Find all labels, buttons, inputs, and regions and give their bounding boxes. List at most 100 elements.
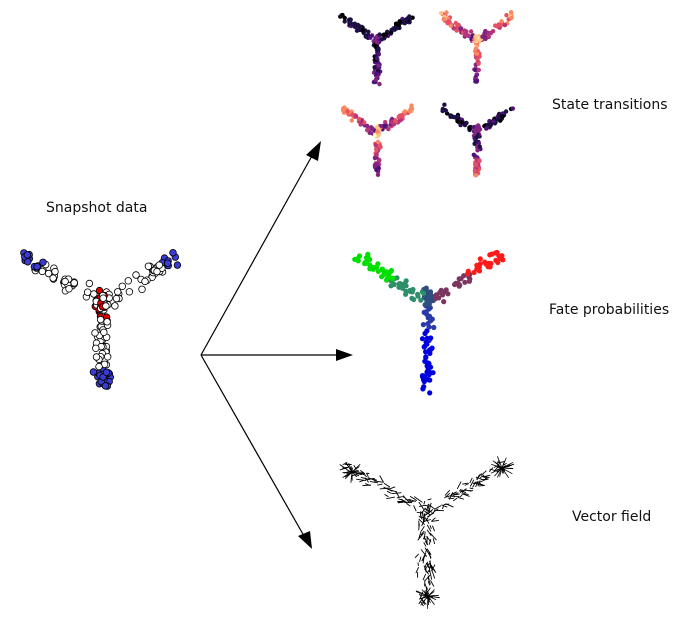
- vector-field-plot: [340, 456, 514, 609]
- transition-point: [404, 18, 408, 22]
- snapshot-point: [84, 289, 91, 296]
- fate-point: [425, 363, 430, 368]
- snapshot-point: [50, 275, 57, 282]
- vector-field-label: Vector field: [572, 509, 651, 525]
- arrow-head-icon: [298, 531, 312, 549]
- transition-point: [370, 127, 374, 131]
- fate-point: [427, 314, 432, 319]
- vector-arrow: [414, 505, 417, 511]
- vector-arrow: [433, 538, 434, 544]
- fate-point: [380, 268, 385, 273]
- vector-arrow: [460, 490, 464, 491]
- transition-point: [456, 114, 460, 118]
- transition-point: [439, 11, 443, 15]
- snapshot-point: [112, 303, 119, 310]
- transition-point: [449, 114, 453, 118]
- snapshot-point: [142, 278, 149, 285]
- transitions-label: State transitions: [552, 97, 668, 113]
- fate-point: [436, 295, 441, 300]
- transition-point: [472, 153, 476, 157]
- snapshot-point: [119, 283, 126, 290]
- transition-point: [354, 114, 358, 118]
- transition-point: [398, 19, 402, 23]
- snapshot-point: [125, 278, 132, 285]
- vector-arrow: [460, 495, 462, 498]
- fate-point: [422, 344, 427, 349]
- fate-point: [467, 279, 472, 284]
- vector-arrow: [448, 498, 454, 499]
- vector-arrow: [380, 476, 384, 483]
- snapshot-point: [154, 268, 161, 275]
- fate-point: [422, 379, 427, 384]
- arrow-head-icon: [306, 141, 321, 161]
- vector-arrow: [386, 497, 395, 499]
- snapshot-point: [113, 295, 120, 302]
- transition-point: [357, 24, 361, 28]
- fate-point: [495, 260, 500, 265]
- transition-point: [342, 105, 346, 109]
- fate-point: [462, 280, 467, 285]
- fate-point: [428, 290, 433, 295]
- snapshot-point: [102, 383, 109, 390]
- transition-point: [474, 47, 478, 51]
- vector-arrow: [430, 570, 432, 579]
- vector-arrow: [385, 494, 389, 496]
- transition-point: [378, 145, 382, 149]
- transition-point: [347, 21, 351, 25]
- transition-point: [364, 34, 368, 38]
- transition-point: [455, 119, 459, 123]
- snapshot-point: [133, 272, 140, 279]
- snapshot-point: [62, 278, 69, 285]
- transition-point: [469, 29, 473, 33]
- snapshot-point: [170, 249, 177, 256]
- fate-point: [427, 390, 432, 395]
- fate-point: [404, 278, 409, 283]
- transition-point: [488, 124, 492, 128]
- arrow-to-vector-field: [201, 355, 304, 536]
- fate-point: [428, 335, 433, 340]
- transition-point: [511, 106, 515, 110]
- transition-point: [442, 103, 446, 107]
- vector-arrow: [397, 497, 402, 498]
- transition-point: [473, 169, 477, 173]
- fate-point: [363, 260, 368, 265]
- vector-arrow: [359, 480, 363, 482]
- snapshot-point: [66, 286, 73, 293]
- snapshot-point: [97, 316, 104, 323]
- transition-point: [476, 62, 480, 66]
- snapshot-point: [100, 295, 107, 302]
- vector-arrow: [418, 533, 424, 540]
- transition-point: [361, 28, 365, 32]
- transition-point: [375, 129, 379, 133]
- vector-arrow: [484, 475, 490, 476]
- transition-point: [365, 124, 369, 128]
- fate-point: [418, 298, 423, 303]
- fate-point: [415, 292, 420, 297]
- transition-point: [476, 128, 480, 132]
- vector-arrow: [430, 525, 431, 529]
- transition-point: [400, 113, 404, 117]
- transition-point: [477, 68, 481, 72]
- vector-arrow: [420, 557, 421, 562]
- vector-arrow: [431, 580, 434, 586]
- transition-point: [381, 33, 385, 37]
- fate-probabilities-scatter: [352, 250, 505, 396]
- transition-point: [442, 17, 446, 21]
- fate-point: [496, 253, 501, 258]
- vector-arrow: [415, 554, 419, 558]
- snapshot-point: [52, 268, 59, 275]
- transition-point: [397, 23, 401, 27]
- transition-point: [478, 144, 482, 148]
- transition-point: [500, 114, 504, 118]
- transition-point: [377, 82, 381, 86]
- transition-point: [455, 28, 459, 32]
- transition-point: [459, 120, 463, 124]
- vector-arrow: [441, 505, 447, 507]
- snapshot-point: [25, 259, 32, 266]
- fate-point: [445, 291, 450, 296]
- transition-point: [374, 147, 378, 151]
- transition-point: [383, 124, 387, 128]
- fate-point: [424, 340, 429, 345]
- snapshot-point: [174, 262, 181, 269]
